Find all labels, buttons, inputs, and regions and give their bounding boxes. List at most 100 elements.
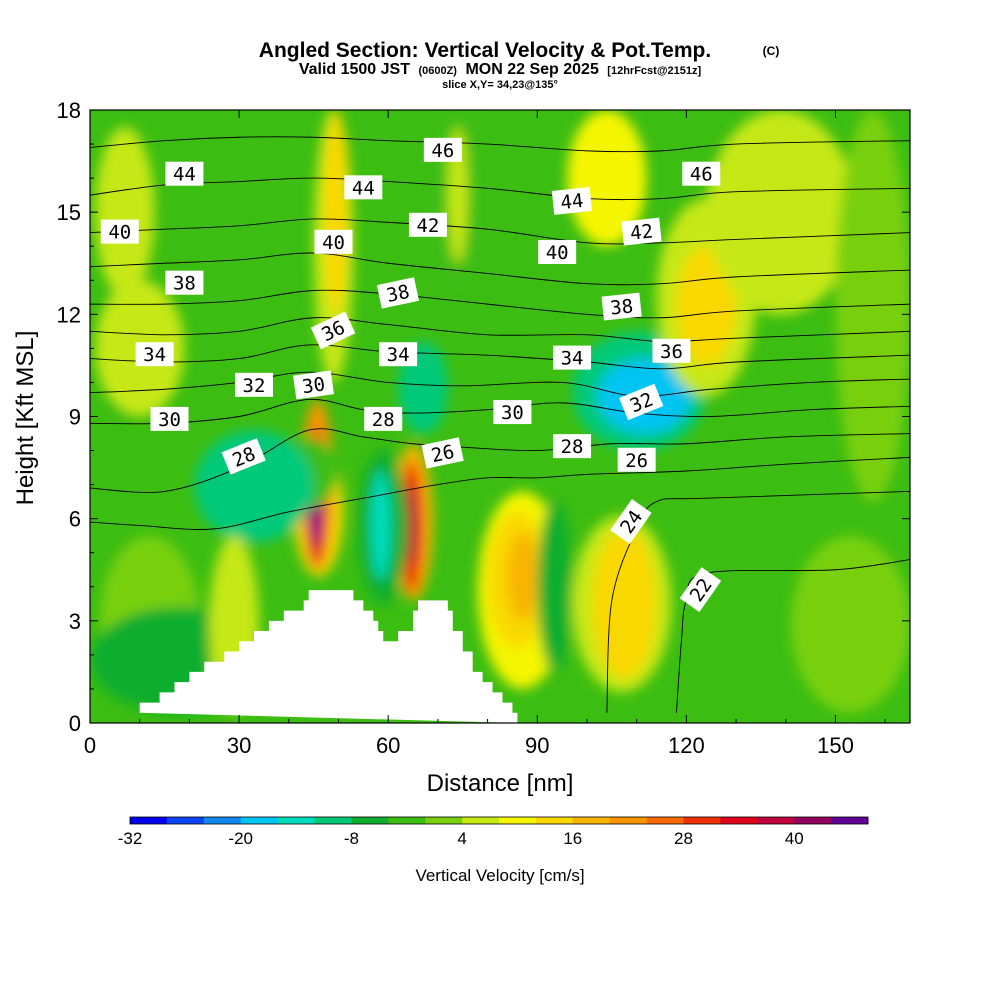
contour-label-25: 26 [421,437,464,469]
colorbar-swatch [351,817,389,824]
colorbar-swatch [720,817,758,824]
colorbar-swatch [572,817,611,824]
contour-label-text: 44 [560,190,585,214]
colorbar-swatch [388,817,426,824]
colorbar-tick-label: -32 [118,829,143,848]
velocity-cell-21 [323,110,349,315]
x-tick-label: 150 [817,733,854,758]
contour-label-text: 34 [561,348,584,370]
isentrope-34 [90,344,910,370]
contour-label-box [150,406,189,431]
contour-label-text: 40 [322,232,345,254]
contour-label-box [682,161,721,186]
velocity-cell-25 [94,127,155,298]
isentrope-30 [90,399,910,425]
contour-labels: 44 46 46 44 44 40 42 42 40 40 38 38 38 36 34 34 34 36 32 30… [100,137,722,613]
contour-label-box [553,434,592,459]
contour-label-box [344,175,383,200]
contour-label-17: 36 [652,338,691,363]
x-tick-label: 90 [525,733,549,758]
contour-label-22: 28 [364,406,403,431]
contour-label-text: 40 [108,222,131,244]
isentrope-44 [90,177,910,201]
isentrope-46 [90,136,910,153]
velocity-cell-6 [405,484,418,567]
colorbar [129,816,869,825]
isentrope-24 [606,490,910,713]
contour-label-11: 38 [376,277,419,309]
contour-label-box [293,370,334,400]
contour-label-box [619,383,664,421]
contour-label-box [235,372,273,397]
colorbar-swatch [609,817,648,824]
contour-label-box [314,229,353,254]
isentrope-32 [90,371,910,397]
contour-label-text: 32 [243,375,266,397]
y-tick-label: 3 [69,609,81,634]
contour-label-box [165,270,204,295]
contour-label-box [601,292,642,321]
contour-label-9: 40 [538,240,577,265]
colorbar-tick-label: 40 [785,829,804,848]
isentrope-42 [90,218,910,245]
colorbar-swatch [166,817,205,824]
contour-label-13: 36 [310,311,356,350]
contour-label-box [493,400,532,425]
colorbar-swatch [130,817,168,824]
colorbar-swatch [462,817,500,824]
contour-label-text: 42 [629,220,654,244]
colorbar-swatch [757,817,795,824]
contour-label-text: 38 [385,281,412,307]
contour-label-box [617,447,656,472]
isentrope-36 [90,317,910,343]
isentrope-38 [90,289,910,319]
colorbar-swatch [314,817,352,824]
colorbar-swatch [831,817,869,824]
colorbar-swatch [240,817,279,824]
colorbar-swatch [425,817,463,824]
contour-label-box [165,161,204,186]
contour-label-16: 34 [553,345,592,370]
x-axis-ticks: 0 30 60 90 120 150 [84,110,886,758]
colorbar-tick-label: -20 [228,829,253,848]
chart-title: Angled Section: Vertical Velocity & Pot.… [259,39,711,62]
subtitle-valid-time: Valid 1500 JST [299,61,410,78]
contour-label-6: 42 [408,212,447,237]
contour-label-text: 36 [660,341,683,363]
contour-label-box [551,187,593,215]
subtitle-forecast: [12hrFcst@2151z] [607,65,701,77]
contour-label-box [364,406,403,431]
contour-label-19: 30 [293,370,334,400]
contour-label-14: 34 [135,342,174,367]
contour-label-5: 40 [100,219,139,244]
contour-label-1: 46 [423,137,462,162]
contour-label-3: 44 [344,175,383,200]
contour-label-text: 42 [416,215,439,237]
colorbar-tick-label: 28 [674,829,693,848]
contour-label-text: 40 [546,242,569,264]
contour-label-text: 34 [387,344,410,366]
contour-label-box [621,217,662,246]
colorbar-swatch [794,817,832,824]
contour-label-18: 32 [235,372,273,397]
contour-label-text: 26 [429,441,456,467]
colorbar-label: Vertical Velocity [cm/s] [415,866,584,885]
contour-label-text: 46 [431,140,454,162]
colorbar-swatch [646,817,684,824]
colorbar-swatch [277,817,315,824]
plot-area: 44 46 46 44 44 40 42 42 40 40 38 38 38 36 34 34 34 36 32 30… [90,110,910,723]
contour-label-text: 30 [501,402,524,424]
contour-label-text: 46 [690,164,713,186]
contour-label-text: 26 [625,450,648,472]
contour-label-text: 30 [158,409,181,431]
y-tick-label: 12 [57,302,81,327]
velocity-cell-29 [790,535,910,713]
contour-label-box [610,499,652,544]
contour-label-box [376,277,419,309]
y-tick-label: 18 [57,98,81,123]
contour-label-7: 42 [621,217,662,246]
velocity-cell-26 [567,110,647,247]
contour-label-24: 28 [553,434,592,459]
contour-label-box [538,240,577,265]
